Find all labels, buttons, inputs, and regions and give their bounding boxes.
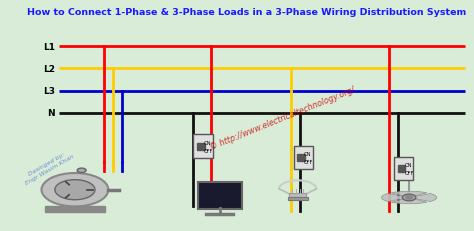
Circle shape (406, 196, 412, 199)
Circle shape (55, 180, 95, 200)
Text: OFF: OFF (304, 159, 313, 164)
Polygon shape (392, 199, 427, 204)
FancyBboxPatch shape (198, 182, 242, 209)
Text: L3: L3 (43, 87, 55, 96)
Bar (288, 197, 308, 200)
Circle shape (77, 168, 86, 173)
Polygon shape (392, 191, 427, 197)
FancyBboxPatch shape (293, 146, 313, 170)
Circle shape (402, 194, 416, 201)
Bar (398, 165, 405, 172)
Text: Dasinged by:
Engr Wasim Khan: Dasinged by: Engr Wasim Khan (21, 148, 75, 185)
Bar (289, 194, 306, 198)
Text: How to Connect 1-Phase & 3-Phase Loads in a 3-Phase Wiring Distribution System: How to Connect 1-Phase & 3-Phase Loads i… (27, 8, 466, 17)
Bar (45, 207, 105, 212)
Text: ON: ON (204, 140, 211, 145)
Text: © http://www.electricaltechnology.org/: © http://www.electricaltechnology.org/ (208, 85, 356, 151)
Text: L1: L1 (43, 42, 55, 51)
Text: OFF: OFF (204, 148, 213, 153)
Circle shape (42, 173, 109, 207)
Text: N: N (47, 109, 55, 118)
Text: L2: L2 (43, 64, 55, 73)
Text: ON: ON (404, 162, 412, 167)
Text: ON: ON (304, 151, 312, 156)
Polygon shape (382, 194, 404, 202)
FancyBboxPatch shape (193, 135, 213, 158)
Bar (197, 143, 205, 150)
Bar (297, 154, 305, 161)
Polygon shape (414, 194, 437, 202)
FancyBboxPatch shape (394, 157, 413, 181)
Text: OFF: OFF (404, 170, 414, 175)
